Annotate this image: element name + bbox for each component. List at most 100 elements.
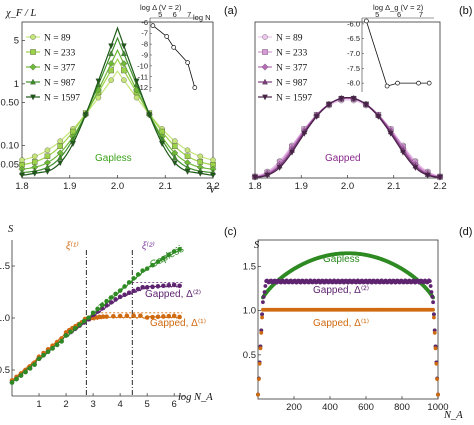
panel-a-inset-ytick-label: -10 [137,61,148,70]
panel-c-point [104,298,109,304]
panel-b-inset-label: log Δ_g (V = 2) [373,3,424,12]
panel-b-inset-point [384,83,390,89]
panel-d-point [434,361,439,366]
panel-a-ytick-label: 0.05 [1,159,20,170]
panel-c-point [36,356,42,362]
panel-c-point [59,339,64,344]
panel-a-point [108,67,114,74]
panel-b-inset-ytick-label: -6.5 [347,34,360,43]
panel-c-point [100,314,106,319]
panel-c-point [18,373,24,378]
panel-c-point [41,352,46,358]
panel-c-ytick-label: 1.0 [0,313,10,324]
panel-b-inset-xtick: 7 [419,10,423,19]
panel-a-ytick-label: 1 [14,79,19,90]
panel-c-point [32,362,37,367]
panel-a-xtick-label: 1.9 [63,181,76,192]
panel-d-point [256,392,260,397]
panel-b-inset-point [395,80,400,86]
panel-c-point [171,249,177,254]
panel-d-xlabel: N_A [443,410,463,421]
panel-a-point [159,141,165,147]
panel-a-point [107,60,115,68]
panel-c-point [166,313,172,319]
panel-b-xtick-label: 1.8 [248,181,261,192]
panel-a-ylabel: χ_F / L [5,8,36,19]
panel-c-label: (c) [224,226,237,238]
panel-a-point [70,141,76,147]
panel-b-inset-point [364,18,369,24]
panel-b-label: (b) [459,5,472,17]
panel-c-point [117,313,123,319]
panel-c-point [161,255,166,261]
panel-b-legend-label: N = 1597 [276,94,312,104]
panel-c-point [144,266,150,271]
panel-a-inset-xtick: 7 [187,10,191,19]
panel-a-point [210,157,216,163]
panel-c-ylabel: S [8,224,14,235]
panel-d-point [261,294,266,299]
panel-c-point [117,294,123,300]
panel-a-point [120,60,128,68]
panel-b-inset-line [365,20,430,87]
panel-a-point [184,153,191,159]
panel-d-point [260,312,264,317]
panel-b-point [289,149,295,156]
panel-c-point [150,262,155,268]
panel-c-point [131,313,136,319]
panel-b-point [437,174,443,181]
panel-b-point [252,174,258,181]
panel-c-point [95,306,100,312]
panel-c-point [97,314,102,320]
panel-a-point [197,171,204,177]
panel-d-point [263,284,268,288]
panel-c-point [140,268,145,273]
panel-d-ytick-label: 1.0 [243,306,256,317]
panel-b-legend-marker [262,34,268,40]
panel-a-point [57,160,64,167]
panel-c-point [150,314,155,320]
panel-c-point [140,284,145,290]
panel-a-point [108,50,114,57]
panel-a-point [121,50,127,57]
panel-d-point [436,392,440,397]
panel-a-point [133,78,140,85]
panel-b-inset-point [426,80,432,86]
panel-a-point [121,67,127,74]
panel-a-xtick-label: 2.1 [159,181,172,192]
panel-c-point [113,297,118,302]
panel-a-inset-xtick: 5 [158,10,162,19]
panel-b-legend-label: N = 89 [276,34,303,44]
panel-b-legend-label: N = 233 [276,49,307,59]
panel-a-point [44,169,51,175]
panel-d-frame [257,239,439,400]
panel-a-series-line [21,58,214,166]
panel-a-xlabel: V [209,185,217,196]
panel-a-point [210,172,216,179]
panel-a-point [197,159,204,165]
panel-c-point [9,380,15,385]
panel-a-legend-label: N = 89 [44,34,71,44]
panel-a-inset-xtick: 6 [173,10,177,19]
panel-c-point [171,282,177,288]
panel-a-inset-point [150,23,156,28]
panel-d-point [257,361,262,366]
panel-c-point [27,366,33,371]
panel-a-inset-ytick-label: -12 [137,83,148,92]
panel-b-point [313,114,320,120]
panel-a-inset-ytick-label: -11 [138,72,148,81]
panel-b-inset-xtick: 6 [397,10,401,19]
panel-a-point [172,138,178,144]
panel-b-xtick-label: 1.9 [295,181,308,192]
panel-a-point [121,43,127,50]
panel-b-legend-label: N = 377 [276,64,307,74]
panel-a-point [57,154,64,161]
panel-c-point [135,272,141,277]
panel-c-point [124,313,130,319]
panel-a-point [108,77,114,83]
panel-a-inset-ytick-label: -7 [141,29,148,38]
panel-d-point [256,377,261,382]
panel-a-inset-xlabel: log N [193,13,211,22]
panel-a-legend-label: N = 233 [44,49,75,59]
panel-c-xtick-label: 2 [63,399,68,410]
